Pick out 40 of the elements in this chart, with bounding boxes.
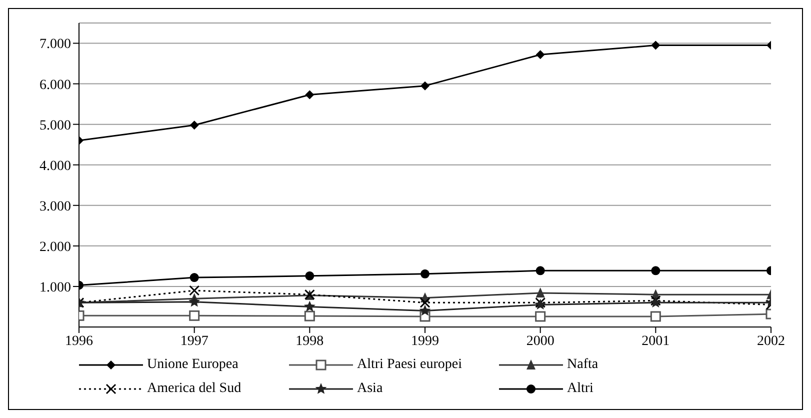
point: [651, 40, 660, 50]
legend-label: America del Sud: [147, 381, 242, 397]
point: [188, 296, 200, 307]
point: [304, 300, 316, 312]
point: [189, 310, 200, 321]
point: [536, 50, 545, 60]
point: [650, 311, 661, 322]
point: [536, 266, 545, 276]
y-tick-label: 3.000: [40, 199, 71, 214]
point: [419, 304, 431, 316]
y-tick-label: 2.000: [40, 240, 71, 255]
x-tick-label: 2001: [642, 334, 670, 349]
y-tick-label: 6.000: [40, 78, 71, 93]
legend-label: Nafta: [567, 357, 598, 373]
x-tick-label: 1998: [296, 334, 324, 349]
point: [420, 269, 430, 278]
x-tick-label: 1996: [65, 334, 93, 349]
x-tick-label: 2000: [526, 334, 554, 349]
point: [305, 90, 314, 100]
point: [304, 310, 315, 322]
point: [305, 271, 314, 280]
point: [189, 285, 200, 296]
y-tick-label: 1.000: [40, 280, 71, 296]
x-tick-label: 1997: [180, 334, 208, 349]
legend-label: Altri Paesi europei: [357, 357, 462, 373]
y-tick-label: 5.000: [40, 118, 71, 134]
point: [190, 273, 199, 282]
point: [536, 287, 545, 298]
legend-label: Altri: [567, 381, 594, 397]
point: [535, 311, 546, 322]
x-tick-label: 1999: [411, 334, 439, 349]
y-tick-label: 7.000: [40, 37, 71, 52]
x-tick-label: 2002: [757, 334, 785, 349]
point: [651, 266, 660, 276]
point: [420, 81, 430, 90]
point: [190, 120, 199, 130]
legend-label: Asia: [357, 381, 383, 397]
legend-label: Unione Europea: [147, 357, 238, 373]
point: [420, 297, 430, 308]
y-tick-label: 4.000: [40, 158, 71, 174]
